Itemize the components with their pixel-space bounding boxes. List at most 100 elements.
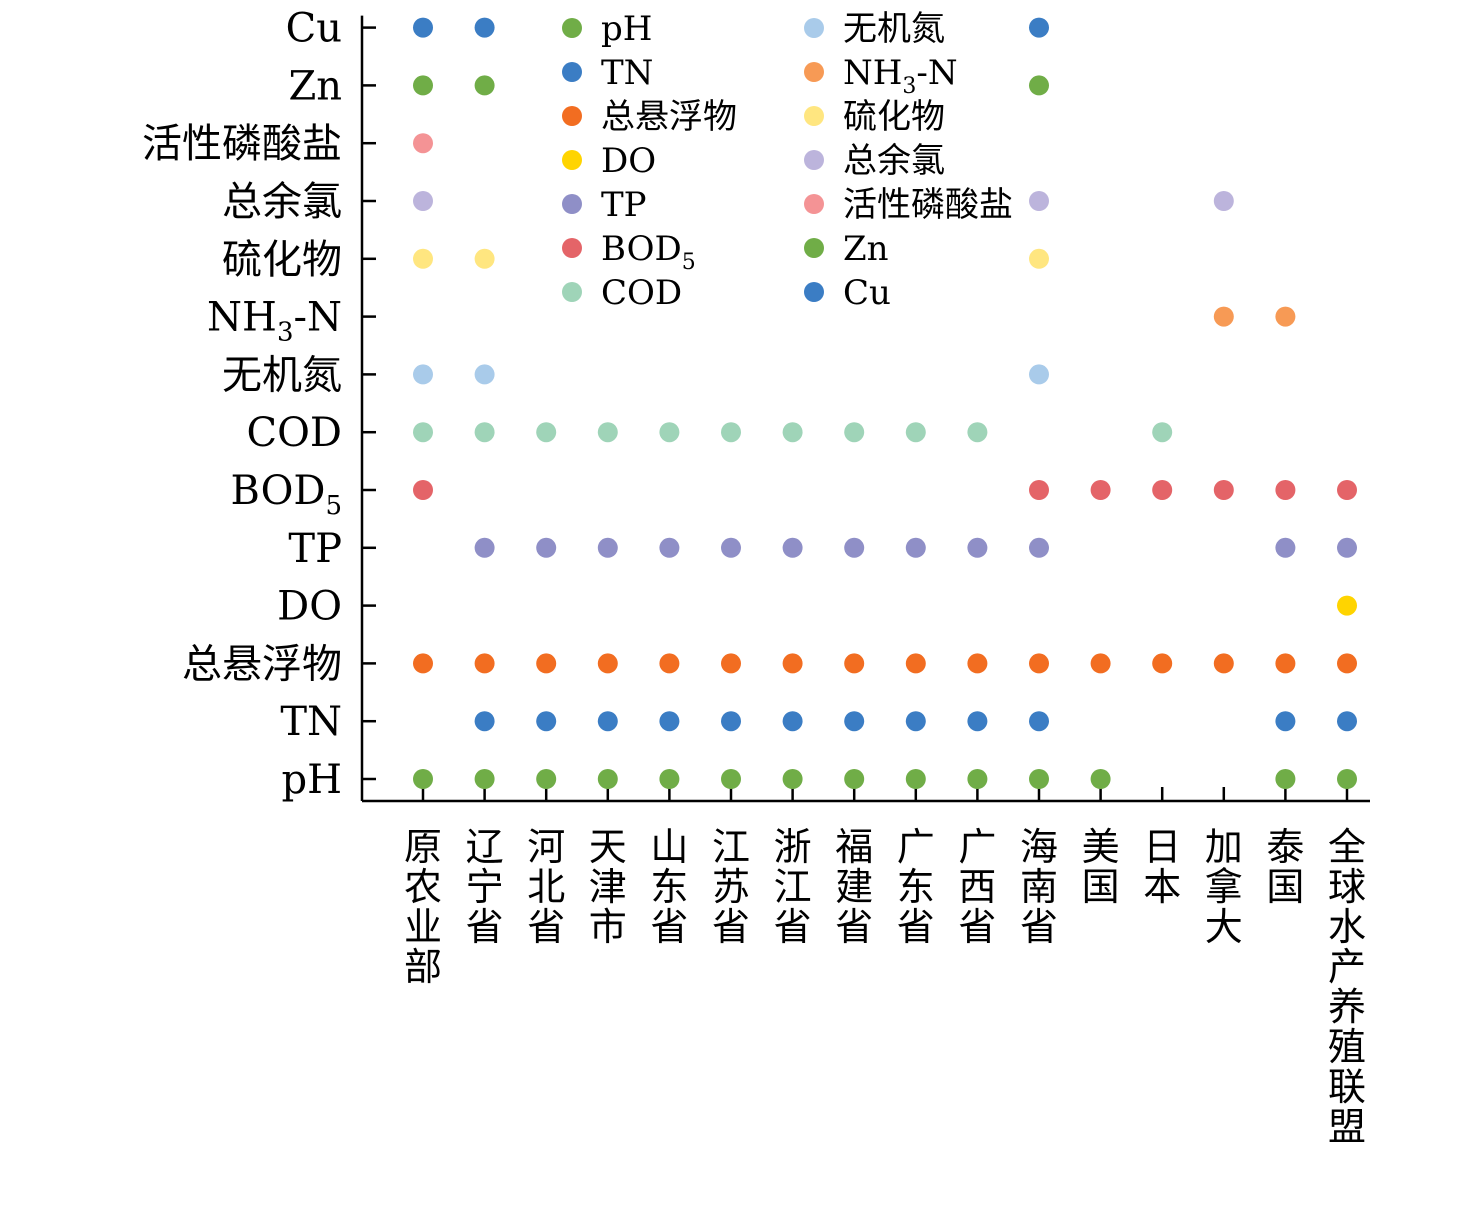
x-tick-label-8: 广东省 xyxy=(897,825,935,949)
point-pH-4 xyxy=(659,769,680,789)
legend-marker-NH3N xyxy=(804,62,824,82)
legend-label-text: 总悬浮物 xyxy=(601,97,737,137)
y-tick-label-text: 总余氯 xyxy=(222,179,342,225)
x-tick-label-char: 省 xyxy=(712,905,750,949)
legend-marker-TP xyxy=(562,194,582,214)
point-BOD5-11 xyxy=(1090,480,1111,500)
point-pH-3 xyxy=(597,769,618,789)
legend-label-text: DO xyxy=(601,141,656,181)
x-tick-label-4: 山东省 xyxy=(650,825,688,949)
point-TN-14 xyxy=(1275,711,1296,732)
y-tick-label-TSS: 总悬浮物 xyxy=(182,641,342,687)
y-tick-label-BOD5: BOD5 xyxy=(230,468,342,521)
y-tick-label-COD: COD xyxy=(247,410,342,456)
point-S-1 xyxy=(474,248,495,269)
x-tick-label-char: 省 xyxy=(527,905,565,949)
x-tick-label-char: 殖 xyxy=(1328,1025,1366,1069)
point-NH3N-13 xyxy=(1213,306,1234,327)
x-tick-label-char: 西 xyxy=(958,865,996,909)
point-TP-8 xyxy=(905,537,926,558)
point-S-10 xyxy=(1029,248,1049,269)
point-pH-9 xyxy=(967,769,988,789)
point-TN-9 xyxy=(967,711,988,732)
y-tick-label-text: TN xyxy=(280,699,342,745)
x-tick-label-char: 加 xyxy=(1205,825,1243,869)
point-TP-9 xyxy=(967,537,988,558)
x-tick-label-char: 福 xyxy=(835,825,873,869)
y-tick-label-text: Cu xyxy=(286,6,342,52)
point-TSS-9 xyxy=(967,653,988,674)
x-tick-label-char: 省 xyxy=(897,905,935,949)
legend-label-S: 硫化物 xyxy=(843,97,945,137)
x-tick-label-char: 南 xyxy=(1020,865,1058,909)
point-TN-7 xyxy=(844,711,865,732)
point-BOD5-12 xyxy=(1152,480,1173,500)
x-tick-label-char: 盟 xyxy=(1328,1105,1366,1149)
x-tick-label-14: 泰国 xyxy=(1266,825,1304,909)
y-tick-label-suffix: -N xyxy=(293,295,342,341)
y-tick-label-S: 硫化物 xyxy=(222,237,342,283)
legend-label-text: Zn xyxy=(843,229,889,269)
legend-label-text: 总余氯 xyxy=(843,141,945,181)
legend-label-Zn: Zn xyxy=(843,229,889,269)
y-tick-label-text: NH xyxy=(207,295,277,341)
legend-label-text: BOD xyxy=(601,229,682,269)
point-BOD5-0 xyxy=(413,480,433,500)
point-TSS-1 xyxy=(474,653,495,674)
legend-label-suffix: -N xyxy=(916,53,957,93)
legend-marker-TN xyxy=(562,62,582,82)
x-tick-label-char: 产 xyxy=(1328,945,1366,989)
point-COD-2 xyxy=(536,422,557,443)
x-tick-label-char: 江 xyxy=(712,825,750,869)
point-TP-14 xyxy=(1275,537,1296,558)
point-TN-8 xyxy=(905,711,926,732)
point-TSS-12 xyxy=(1152,653,1173,674)
legend-marker-TSS xyxy=(562,106,582,126)
legend-marker-S xyxy=(804,106,824,126)
point-IN-10 xyxy=(1029,364,1049,385)
point-TP-6 xyxy=(782,537,803,558)
x-tick-label-char: 山 xyxy=(650,825,688,869)
point-pH-6 xyxy=(782,769,803,789)
point-TP-7 xyxy=(844,537,865,558)
point-TP-3 xyxy=(597,537,618,558)
x-tick-label-char: 国 xyxy=(1266,865,1304,909)
point-TSS-10 xyxy=(1029,653,1049,674)
y-tick-label-text: pH xyxy=(282,757,343,803)
point-TN-15 xyxy=(1337,711,1357,732)
point-TSS-6 xyxy=(782,653,803,674)
y-tick-label-text: DO xyxy=(277,584,342,630)
point-BOD5-15 xyxy=(1337,480,1357,500)
x-tick-label-char: 省 xyxy=(1020,905,1058,949)
point-TP-5 xyxy=(721,537,741,558)
point-Zn-1 xyxy=(474,75,495,96)
x-tick-label-char: 美 xyxy=(1082,825,1120,869)
legend-label-IN: 无机氮 xyxy=(843,9,945,49)
x-tick-label-char: 联 xyxy=(1328,1065,1366,1109)
x-tick-labels: 原农业部辽宁省河北省天津市山东省江苏省浙江省福建省广东省广西省海南省美国日本加拿… xyxy=(404,825,1366,1149)
legend-label-text: TN xyxy=(601,53,653,93)
y-tick-label-text: BOD xyxy=(230,468,325,514)
x-tick-label-char: 原 xyxy=(404,825,442,869)
point-TRC-13 xyxy=(1213,191,1234,211)
legend-label-COD: COD xyxy=(601,273,682,313)
x-tick-label-char: 浙 xyxy=(774,825,812,869)
x-tick-label-char: 宁 xyxy=(466,865,504,909)
legend-marker-BOD5 xyxy=(562,238,582,258)
legend-label-text: NH xyxy=(843,53,902,93)
point-DO-15 xyxy=(1337,595,1357,616)
legend-label-Cu: Cu xyxy=(843,273,891,313)
y-tick-label-IN: 无机氮 xyxy=(222,352,342,398)
x-tick-label-5: 江苏省 xyxy=(712,825,750,949)
x-tick-label-9: 广西省 xyxy=(958,825,996,949)
x-tick-label-char: 省 xyxy=(650,905,688,949)
x-tick-label-10: 海南省 xyxy=(1020,825,1058,949)
point-COD-0 xyxy=(413,422,433,443)
y-tick-label-text: COD xyxy=(247,410,342,456)
x-tick-label-6: 浙江省 xyxy=(774,825,812,949)
point-RP-0 xyxy=(413,133,433,154)
point-TSS-3 xyxy=(597,653,618,674)
y-tick-label-DO: DO xyxy=(277,584,342,630)
